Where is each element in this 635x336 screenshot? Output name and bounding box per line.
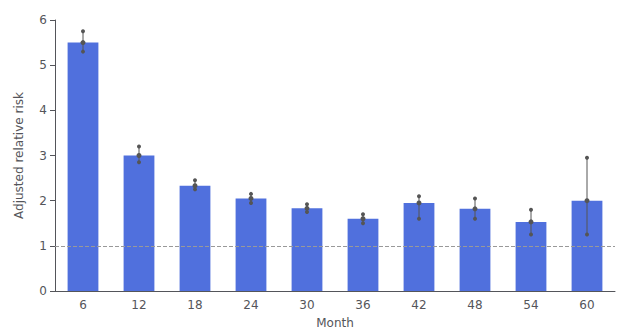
svg-text:0: 0	[39, 284, 47, 298]
svg-text:1: 1	[39, 239, 47, 253]
svg-text:12: 12	[131, 298, 146, 312]
svg-text:6: 6	[79, 298, 87, 312]
svg-text:42: 42	[411, 298, 426, 312]
svg-text:60: 60	[579, 298, 594, 312]
svg-text:2: 2	[39, 194, 47, 208]
svg-text:54: 54	[523, 298, 538, 312]
svg-text:48: 48	[467, 298, 482, 312]
svg-text:4: 4	[39, 103, 47, 117]
svg-text:Adjusted relative risk: Adjusted relative risk	[12, 92, 26, 219]
svg-text:36: 36	[355, 298, 370, 312]
svg-text:Month: Month	[316, 316, 354, 330]
svg-text:3: 3	[39, 149, 47, 163]
svg-text:6: 6	[39, 13, 47, 27]
svg-text:18: 18	[187, 298, 202, 312]
svg-text:24: 24	[243, 298, 258, 312]
svg-text:30: 30	[299, 298, 314, 312]
svg-text:5: 5	[39, 58, 47, 72]
